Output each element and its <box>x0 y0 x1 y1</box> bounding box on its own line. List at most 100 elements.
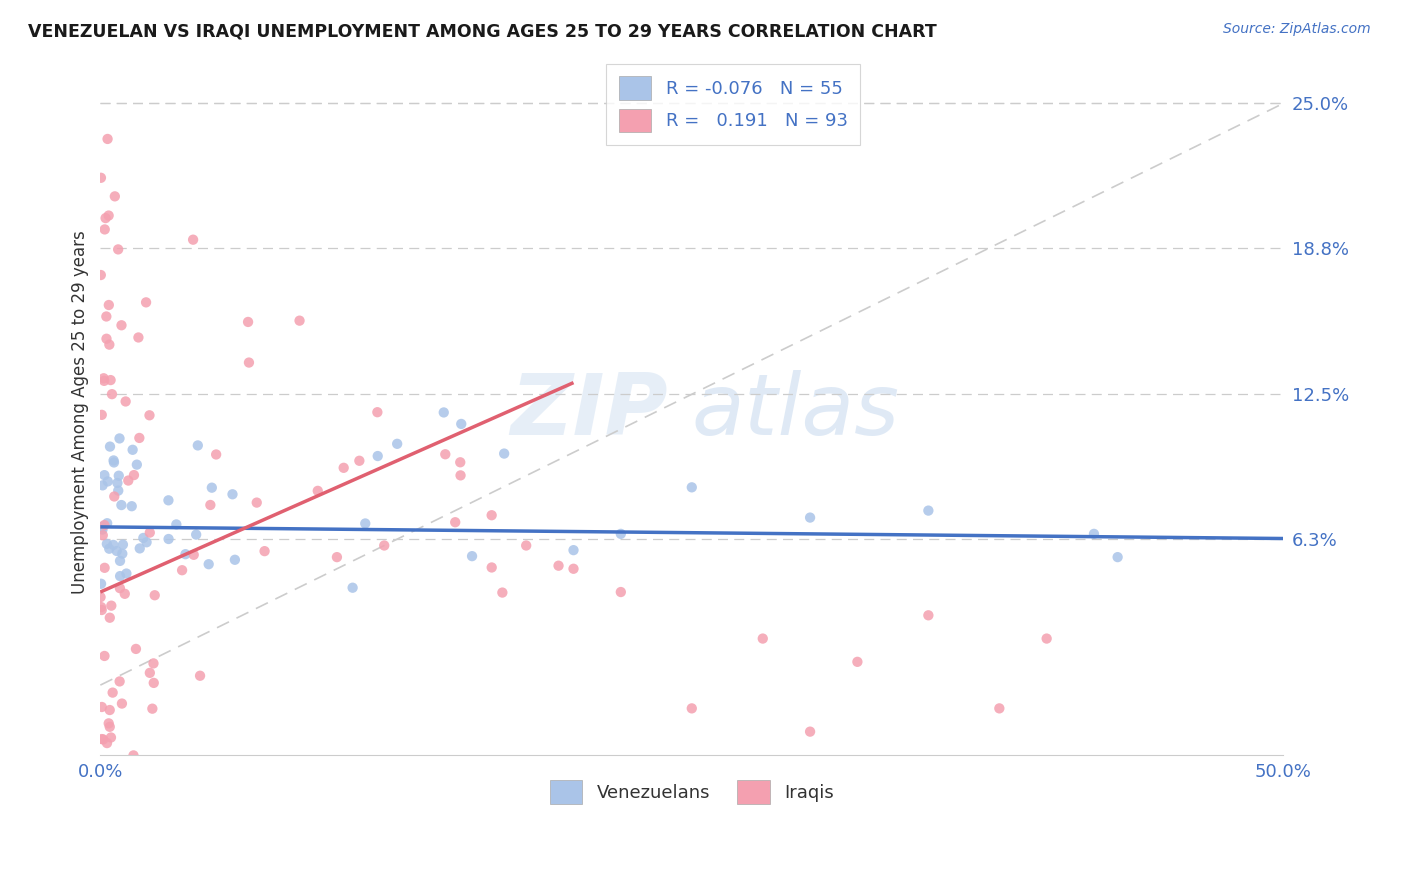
Point <box>93 468 115 483</box>
Point <box>157 532 180 546</box>
Point <box>562 562 585 576</box>
Point <box>142 657 165 671</box>
Point <box>93 561 115 575</box>
Text: ZIP: ZIP <box>510 370 668 453</box>
Point <box>105 544 128 558</box>
Point <box>481 560 503 574</box>
Point <box>610 585 633 599</box>
Point <box>91 519 114 533</box>
Point <box>221 487 243 501</box>
Point <box>93 518 115 533</box>
Point <box>97 298 120 312</box>
Point <box>349 454 371 468</box>
Y-axis label: Unemployment Among Ages 25 to 29 years: Unemployment Among Ages 25 to 29 years <box>72 230 89 593</box>
Point <box>1035 632 1057 646</box>
Point <box>90 576 112 591</box>
Point <box>138 409 160 423</box>
Point <box>491 585 513 599</box>
Point <box>253 544 276 558</box>
Point <box>165 517 187 532</box>
Point <box>449 455 471 469</box>
Point <box>117 474 139 488</box>
Point <box>141 701 163 715</box>
Point <box>121 499 143 513</box>
Point <box>562 543 585 558</box>
Point <box>108 554 131 568</box>
Point <box>917 608 939 623</box>
Point <box>101 387 124 401</box>
Point <box>373 539 395 553</box>
Point <box>91 523 114 537</box>
Point <box>108 432 131 446</box>
Point <box>135 295 157 310</box>
Point <box>799 510 821 524</box>
Point <box>114 394 136 409</box>
Point <box>515 539 537 553</box>
Point <box>96 310 118 324</box>
Point <box>186 527 208 541</box>
Point <box>122 748 145 763</box>
Point <box>681 701 703 715</box>
Point <box>236 315 259 329</box>
Point <box>201 481 224 495</box>
Point <box>846 655 869 669</box>
Point <box>332 460 354 475</box>
Point <box>90 603 112 617</box>
Point <box>142 676 165 690</box>
Point <box>125 458 148 472</box>
Point <box>100 373 122 387</box>
Legend: Venezuelans, Iraqis: Venezuelans, Iraqis <box>538 770 845 814</box>
Point <box>461 549 484 563</box>
Point <box>307 483 329 498</box>
Point <box>90 600 112 615</box>
Point <box>110 318 132 333</box>
Point <box>90 590 112 604</box>
Point <box>90 700 112 714</box>
Point <box>97 716 120 731</box>
Point <box>481 508 503 523</box>
Point <box>433 405 456 419</box>
Point <box>367 449 389 463</box>
Point <box>799 724 821 739</box>
Point <box>354 516 377 531</box>
Point <box>93 371 115 385</box>
Point <box>752 632 775 646</box>
Point <box>128 431 150 445</box>
Point <box>98 611 121 625</box>
Point <box>183 548 205 562</box>
Point <box>342 581 364 595</box>
Point <box>187 438 209 452</box>
Point <box>444 515 467 529</box>
Point <box>681 480 703 494</box>
Point <box>385 437 408 451</box>
Point <box>114 587 136 601</box>
Point <box>200 498 222 512</box>
Point <box>98 761 121 775</box>
Point <box>107 475 129 490</box>
Point <box>139 665 162 680</box>
Point <box>90 268 112 282</box>
Point <box>125 641 148 656</box>
Point <box>97 475 120 489</box>
Point <box>188 669 211 683</box>
Point <box>1107 550 1129 565</box>
Point <box>326 550 349 565</box>
Point <box>96 332 118 346</box>
Point <box>90 408 112 422</box>
Point <box>988 701 1011 715</box>
Point <box>547 558 569 573</box>
Point <box>97 132 120 146</box>
Point <box>98 541 121 556</box>
Point <box>96 537 118 551</box>
Point <box>246 495 269 509</box>
Point <box>100 599 122 613</box>
Point <box>450 417 472 431</box>
Point <box>121 442 143 457</box>
Point <box>93 374 115 388</box>
Point <box>205 447 228 461</box>
Point <box>135 535 157 549</box>
Point <box>111 538 134 552</box>
Point <box>174 547 197 561</box>
Point <box>96 516 118 531</box>
Point <box>238 355 260 369</box>
